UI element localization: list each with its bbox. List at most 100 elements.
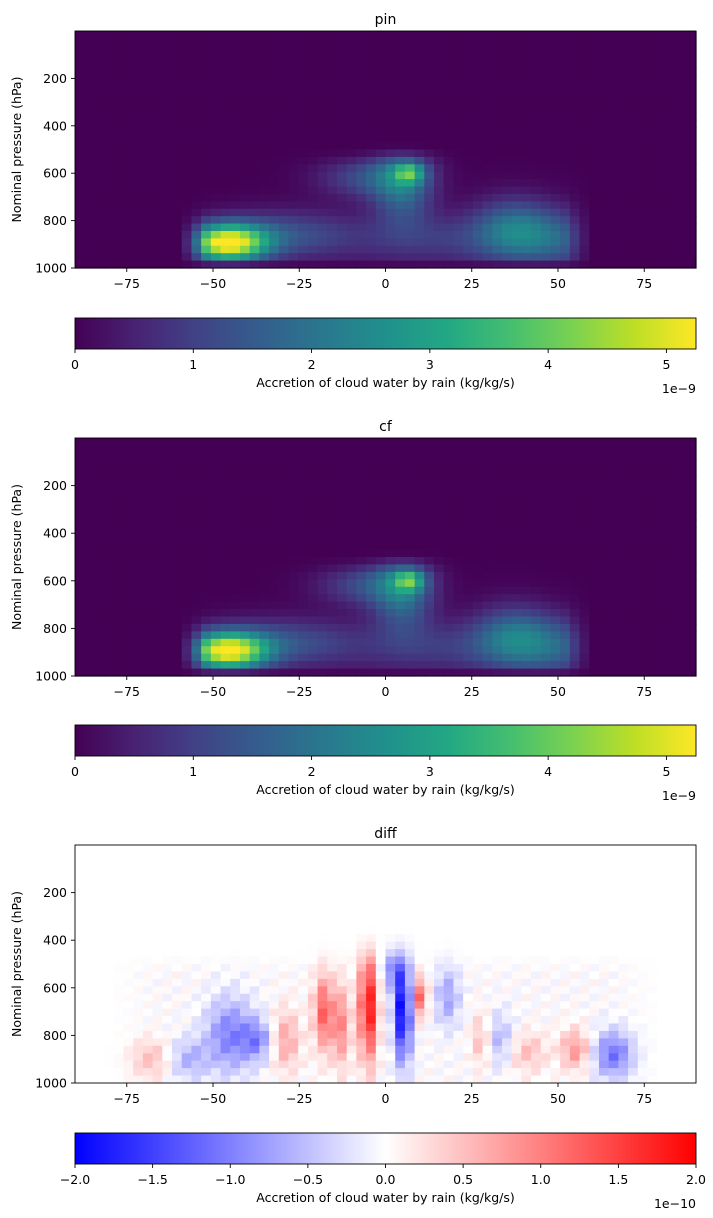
heatmap-cell xyxy=(550,90,561,99)
heatmap-cell xyxy=(637,594,649,603)
heatmap-cell xyxy=(540,193,552,202)
heatmap-cell xyxy=(298,193,309,202)
heatmap-cell xyxy=(598,230,610,239)
heatmap-cell xyxy=(94,134,105,143)
heatmap-cell xyxy=(298,926,309,935)
heatmap-cell xyxy=(618,68,629,77)
heatmap-cell xyxy=(443,512,455,521)
heatmap-cell xyxy=(637,112,649,121)
heatmap-cell xyxy=(550,609,561,618)
heatmap-cell xyxy=(327,594,338,603)
heatmap-cell xyxy=(346,897,357,906)
heatmap-cell xyxy=(540,653,552,662)
heatmap-cell xyxy=(404,82,416,91)
heatmap-cell xyxy=(511,201,522,210)
heatmap-cell xyxy=(133,534,144,543)
heatmap-cell xyxy=(142,542,154,551)
heatmap-cell xyxy=(172,127,183,136)
heatmap-cell xyxy=(608,53,619,62)
heatmap-cell xyxy=(123,504,134,513)
heatmap-cell xyxy=(511,661,522,670)
heatmap-cell xyxy=(414,475,425,484)
heatmap-cell xyxy=(482,260,493,269)
heatmap-cell xyxy=(657,845,668,854)
heatmap-cell xyxy=(113,919,125,928)
heatmap-cell xyxy=(666,534,678,543)
heatmap-cell xyxy=(511,445,522,454)
heatmap-cell xyxy=(618,904,629,913)
heatmap-cell xyxy=(569,616,581,625)
heatmap-cell xyxy=(589,638,600,647)
heatmap-cell xyxy=(84,445,95,454)
heatmap-cell xyxy=(492,919,503,928)
heatmap-cell xyxy=(239,193,251,202)
heatmap-cell xyxy=(560,638,571,647)
heatmap-cell xyxy=(162,512,173,521)
heatmap-cell xyxy=(191,82,202,91)
heatmap-cell xyxy=(94,859,105,868)
heatmap-cell xyxy=(239,653,251,662)
heatmap-cell xyxy=(142,105,154,114)
heatmap-cell xyxy=(618,179,629,188)
heatmap-cell xyxy=(191,874,202,883)
heatmap-cell xyxy=(434,579,445,588)
heatmap-cell xyxy=(628,201,639,210)
heatmap-cell xyxy=(385,845,396,854)
heatmap-cell xyxy=(210,519,222,528)
heatmap-cell xyxy=(75,926,86,935)
heatmap-cell xyxy=(375,149,387,158)
heatmap-cell xyxy=(172,445,183,454)
heatmap-cell xyxy=(647,149,658,158)
heatmap-cell xyxy=(637,119,649,128)
heatmap-cell xyxy=(560,557,571,566)
heatmap-cell xyxy=(104,919,115,928)
heatmap-cell xyxy=(482,631,493,640)
heatmap-cell xyxy=(288,156,299,165)
heatmap-cell xyxy=(637,497,649,506)
heatmap-cell xyxy=(666,475,678,484)
heatmap-cell xyxy=(443,179,455,188)
heatmap-cell xyxy=(608,230,619,239)
heatmap-cell xyxy=(511,586,522,595)
heatmap-cell xyxy=(356,926,367,935)
heatmap-cell xyxy=(569,852,581,861)
heatmap-cell xyxy=(220,245,231,254)
heatmap-cell xyxy=(550,653,561,662)
heatmap-cell xyxy=(278,452,290,461)
heatmap-cell xyxy=(608,60,619,69)
heatmap-cell xyxy=(113,542,125,551)
heatmap-cell xyxy=(356,653,367,662)
heatmap-cell xyxy=(336,601,348,610)
heatmap-cell xyxy=(104,82,115,91)
heatmap-cell xyxy=(191,934,202,943)
heatmap-cell xyxy=(288,586,299,595)
heatmap-cell xyxy=(191,438,202,447)
heatmap-cell xyxy=(414,549,425,558)
heatmap-cell xyxy=(162,60,173,69)
heatmap-cell xyxy=(628,127,639,136)
heatmap-cell xyxy=(239,60,251,69)
heatmap-cell xyxy=(288,889,299,898)
heatmap-cell xyxy=(666,238,678,247)
heatmap-cell xyxy=(618,105,629,114)
heatmap-cell xyxy=(84,527,95,536)
heatmap-cell xyxy=(598,186,610,195)
heatmap-cell xyxy=(317,53,328,62)
heatmap-cell xyxy=(589,75,600,84)
heatmap-cell xyxy=(598,549,610,558)
heatmap-cell xyxy=(414,586,425,595)
heatmap-cell xyxy=(249,467,260,476)
heatmap-cell xyxy=(113,82,125,91)
heatmap-cell xyxy=(278,164,290,173)
heatmap-cell xyxy=(666,260,678,269)
heatmap-cell xyxy=(676,134,687,143)
heatmap-cell xyxy=(424,919,435,928)
heatmap-cell xyxy=(307,119,319,128)
heatmap-cell xyxy=(676,586,687,595)
heatmap-cell xyxy=(492,68,503,77)
heatmap-cell xyxy=(152,557,163,566)
heatmap-cell xyxy=(278,934,290,943)
heatmap-cell xyxy=(424,542,435,551)
heatmap-cell xyxy=(152,889,163,898)
heatmap-cell xyxy=(579,105,590,114)
